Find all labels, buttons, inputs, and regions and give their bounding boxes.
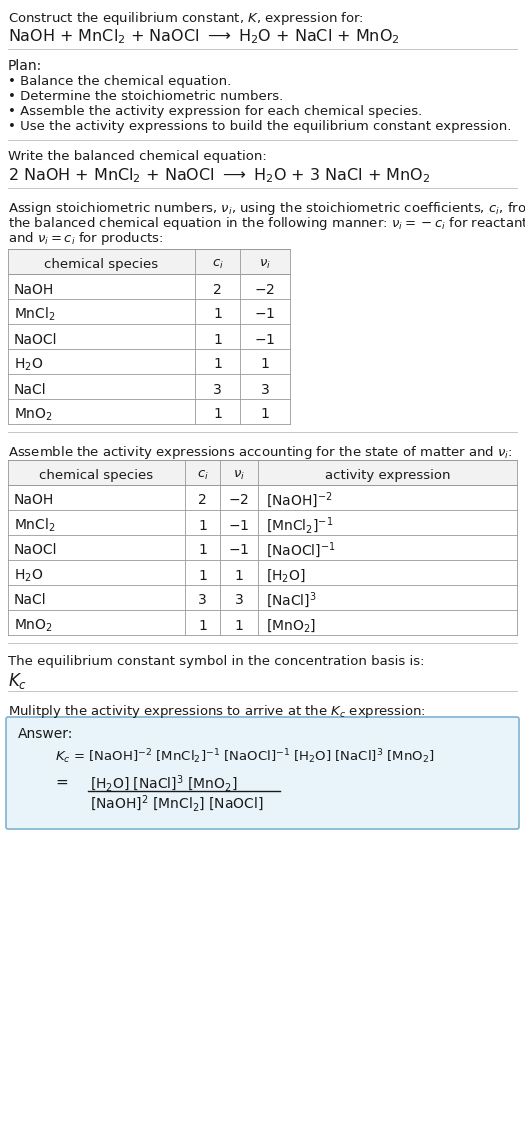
Text: $c_i$: $c_i$ — [196, 468, 208, 482]
Text: [H$_2$O] [NaCl]$^3$ [MnO$_2$]: [H$_2$O] [NaCl]$^3$ [MnO$_2$] — [90, 774, 237, 794]
Text: =: = — [55, 775, 68, 790]
Text: NaOH + MnCl$_2$ + NaOCl $\longrightarrow$ H$_2$O + NaCl + MnO$_2$: NaOH + MnCl$_2$ + NaOCl $\longrightarrow… — [8, 28, 400, 46]
Text: 1: 1 — [235, 568, 244, 582]
Text: [NaOH]$^{-2}$: [NaOH]$^{-2}$ — [266, 490, 332, 511]
Text: 2 NaOH + MnCl$_2$ + NaOCl $\longrightarrow$ H$_2$O + 3 NaCl + MnO$_2$: 2 NaOH + MnCl$_2$ + NaOCl $\longrightarr… — [8, 166, 430, 185]
Text: $K_c$: $K_c$ — [8, 670, 27, 691]
Text: 1: 1 — [260, 357, 269, 372]
Text: $-2$: $-2$ — [228, 494, 249, 507]
Text: 1: 1 — [213, 408, 222, 421]
Text: and $\nu_i = c_i$ for products:: and $\nu_i = c_i$ for products: — [8, 230, 164, 247]
Text: NaOCl: NaOCl — [14, 333, 58, 347]
Text: Write the balanced chemical equation:: Write the balanced chemical equation: — [8, 150, 267, 163]
Text: MnCl$_2$: MnCl$_2$ — [14, 305, 56, 324]
Text: H$_2$O: H$_2$O — [14, 567, 43, 583]
Text: 3: 3 — [260, 382, 269, 396]
Text: Mulitply the activity expressions to arrive at the $K_c$ expression:: Mulitply the activity expressions to arr… — [8, 703, 426, 720]
Text: [MnCl$_2$]$^{-1}$: [MnCl$_2$]$^{-1}$ — [266, 515, 333, 536]
Text: NaOH: NaOH — [14, 282, 54, 296]
Text: $c_i$: $c_i$ — [212, 258, 224, 271]
Text: 1: 1 — [213, 308, 222, 321]
Text: • Assemble the activity expression for each chemical species.: • Assemble the activity expression for e… — [8, 104, 422, 118]
Text: the balanced chemical equation in the following manner: $\nu_i = -c_i$ for react: the balanced chemical equation in the fo… — [8, 215, 525, 232]
Text: Construct the equilibrium constant, $K$, expression for:: Construct the equilibrium constant, $K$,… — [8, 10, 364, 28]
Text: NaOH: NaOH — [14, 494, 54, 507]
Text: 1: 1 — [213, 357, 222, 372]
Text: 1: 1 — [235, 619, 244, 633]
Text: [H$_2$O]: [H$_2$O] — [266, 567, 306, 584]
Text: 2: 2 — [213, 282, 222, 296]
Text: $\nu_i$: $\nu_i$ — [259, 258, 271, 271]
Text: [NaCl]$^3$: [NaCl]$^3$ — [266, 590, 317, 611]
Text: $\nu_i$: $\nu_i$ — [233, 468, 245, 482]
Text: MnCl$_2$: MnCl$_2$ — [14, 517, 56, 534]
Text: [NaOH]$^2$ [MnCl$_2$] [NaOCl]: [NaOH]$^2$ [MnCl$_2$] [NaOCl] — [90, 794, 264, 814]
Text: 3: 3 — [198, 594, 207, 607]
Text: 1: 1 — [198, 543, 207, 558]
Text: $K_c$ = [NaOH]$^{-2}$ [MnCl$_2$]$^{-1}$ [NaOCl]$^{-1}$ [H$_2$O] [NaCl]$^3$ [MnO$: $K_c$ = [NaOH]$^{-2}$ [MnCl$_2$]$^{-1}$ … — [55, 747, 435, 766]
Text: The equilibrium constant symbol in the concentration basis is:: The equilibrium constant symbol in the c… — [8, 656, 425, 668]
Text: $-2$: $-2$ — [255, 282, 276, 296]
Text: activity expression: activity expression — [325, 470, 450, 482]
Text: • Determine the stoichiometric numbers.: • Determine the stoichiometric numbers. — [8, 90, 284, 103]
Text: $-1$: $-1$ — [255, 308, 276, 321]
FancyBboxPatch shape — [6, 718, 519, 829]
Text: Assemble the activity expressions accounting for the state of matter and $\nu_i$: Assemble the activity expressions accoun… — [8, 444, 513, 461]
Text: 1: 1 — [213, 333, 222, 347]
Text: 1: 1 — [198, 568, 207, 582]
Text: 2: 2 — [198, 494, 207, 507]
Text: $-1$: $-1$ — [255, 333, 276, 347]
Text: H$_2$O: H$_2$O — [14, 356, 43, 373]
Text: [MnO$_2$]: [MnO$_2$] — [266, 618, 316, 634]
Text: Plan:: Plan: — [8, 59, 42, 73]
Text: 3: 3 — [235, 594, 244, 607]
Bar — [8, 460, 517, 484]
Text: [NaOCl]$^{-1}$: [NaOCl]$^{-1}$ — [266, 541, 335, 560]
Text: NaCl: NaCl — [14, 382, 47, 396]
Text: NaCl: NaCl — [14, 594, 47, 607]
Text: 1: 1 — [198, 519, 207, 533]
Text: • Balance the chemical equation.: • Balance the chemical equation. — [8, 75, 231, 88]
Text: 3: 3 — [213, 382, 222, 396]
Text: 1: 1 — [260, 408, 269, 421]
Text: MnO$_2$: MnO$_2$ — [14, 406, 53, 422]
Text: $-1$: $-1$ — [228, 543, 249, 558]
Text: Assign stoichiometric numbers, $\nu_i$, using the stoichiometric coefficients, $: Assign stoichiometric numbers, $\nu_i$, … — [8, 200, 525, 217]
Text: MnO$_2$: MnO$_2$ — [14, 618, 53, 634]
Text: chemical species: chemical species — [45, 258, 159, 271]
Text: chemical species: chemical species — [39, 470, 153, 482]
Text: • Use the activity expressions to build the equilibrium constant expression.: • Use the activity expressions to build … — [8, 121, 511, 133]
Text: $-1$: $-1$ — [228, 519, 249, 533]
Text: Answer:: Answer: — [18, 727, 74, 740]
Text: 1: 1 — [198, 619, 207, 633]
Text: NaOCl: NaOCl — [14, 543, 58, 558]
Bar — [8, 249, 290, 274]
